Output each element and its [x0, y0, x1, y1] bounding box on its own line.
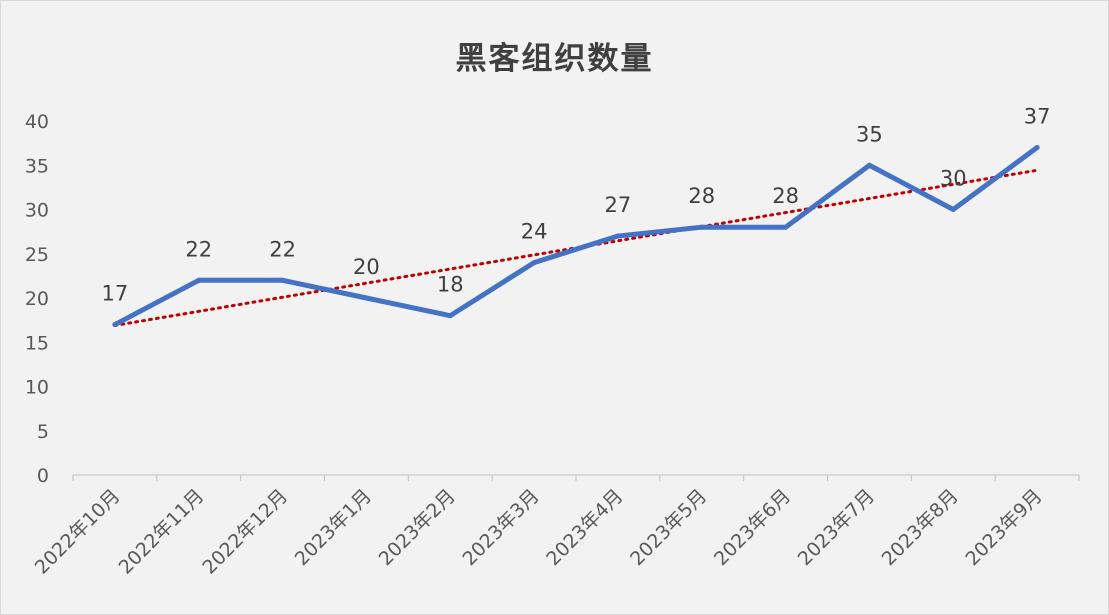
data-point	[531, 260, 537, 266]
data-label: 28	[688, 184, 715, 208]
data-label: 37	[1024, 105, 1051, 129]
y-tick-label: 40	[25, 111, 49, 133]
y-tick-label: 15	[25, 332, 49, 354]
x-tick-label: 2023年2月	[375, 485, 460, 570]
data-label: 22	[269, 237, 296, 261]
data-label: 27	[605, 193, 632, 217]
y-tick-label: 10	[25, 377, 49, 399]
data-label: 20	[353, 255, 380, 279]
data-point	[615, 233, 621, 239]
data-point	[447, 313, 453, 319]
data-label: 30	[940, 167, 967, 191]
x-tick-label: 2022年11月	[115, 485, 209, 579]
data-label: 22	[185, 237, 212, 261]
data-point	[280, 277, 286, 283]
data-point	[866, 162, 872, 168]
y-tick-label: 25	[25, 244, 49, 266]
y-tick-label: 30	[25, 200, 49, 222]
data-point	[1034, 145, 1040, 151]
x-tick-label: 2023年5月	[626, 485, 711, 570]
x-tick-label: 2023年4月	[542, 485, 627, 570]
data-label: 24	[521, 220, 548, 244]
series-line	[112, 145, 1040, 328]
data-point	[950, 207, 956, 212]
data-label: 18	[437, 273, 464, 297]
y-tick-label: 20	[25, 288, 49, 310]
x-tick-label: 2023年6月	[710, 485, 795, 570]
x-tick-label: 2023年7月	[794, 485, 879, 570]
x-tick-label: 2023年3月	[458, 485, 543, 570]
data-label: 28	[772, 184, 799, 208]
data-point	[783, 224, 789, 230]
x-tick-label: 2023年1月	[291, 485, 376, 570]
x-tick-label: 2022年12月	[198, 485, 292, 579]
data-point	[196, 277, 202, 283]
x-tick-label: 2022年10月	[31, 485, 125, 579]
x-tick-label: 2023年9月	[961, 485, 1046, 570]
data-label: 17	[102, 282, 129, 306]
y-tick-label: 0	[37, 465, 49, 487]
data-point	[112, 322, 118, 328]
chart-title: 黑客组织数量	[455, 41, 654, 77]
data-point	[363, 295, 369, 301]
y-tick-label: 5	[37, 421, 49, 443]
x-tick-label: 2023年8月	[878, 485, 963, 570]
y-tick-label: 35	[25, 155, 49, 177]
data-label: 35	[856, 122, 883, 146]
data-point	[699, 224, 705, 230]
